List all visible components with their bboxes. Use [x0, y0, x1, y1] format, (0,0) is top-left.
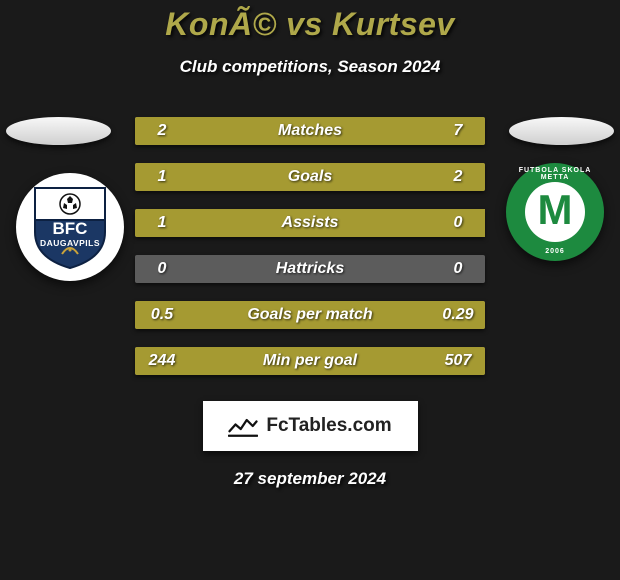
stat-right-value: 0	[431, 214, 485, 232]
stat-right-value: 0.29	[431, 306, 485, 324]
metta-inner-circle: M	[525, 182, 585, 242]
subtitle: Club competitions, Season 2024	[0, 57, 620, 77]
stat-left-value: 0	[135, 260, 189, 278]
stat-right-value: 7	[431, 122, 485, 140]
stat-row: 1Assists0	[135, 209, 485, 237]
stat-label: Goals per match	[189, 306, 431, 324]
stat-right-value: 2	[431, 168, 485, 186]
stat-right-value: 0	[431, 260, 485, 278]
stat-label: Min per goal	[189, 352, 431, 370]
stat-left-value: 0.5	[135, 306, 189, 324]
ring-text-top: FUTBOLA SKOLA METTA	[506, 167, 604, 181]
page-title: KonÃ© vs Kurtsev	[0, 6, 620, 43]
stat-label: Hattricks	[189, 260, 431, 278]
team-badge-left: BFC DAUGAVPILS	[16, 173, 124, 281]
player-right-oval	[509, 117, 614, 145]
stat-left-value: 1	[135, 214, 189, 232]
shield-icon: BFC DAUGAVPILS	[31, 184, 109, 270]
metta-m-icon: M	[538, 186, 573, 234]
team-badge-right: FUTBOLA SKOLA METTA M 2006	[506, 163, 604, 261]
stat-row: 2Matches7	[135, 117, 485, 145]
stat-left-value: 1	[135, 168, 189, 186]
player-left-oval	[6, 117, 111, 145]
stat-left-value: 2	[135, 122, 189, 140]
stat-label: Matches	[189, 122, 431, 140]
stats-column: 2Matches71Goals21Assists00Hattricks00.5G…	[135, 117, 485, 393]
stat-right-value: 507	[431, 352, 485, 370]
date-line: 27 september 2024	[0, 469, 620, 489]
svg-text:BFC: BFC	[53, 219, 88, 238]
ring-text-bottom: 2006	[506, 248, 604, 255]
svg-text:DAUGAVPILS: DAUGAVPILS	[40, 238, 100, 248]
comparison-area: BFC DAUGAVPILS FUTBOLA SKOLA METTA M 200…	[0, 117, 620, 387]
fctables-logo-icon	[228, 413, 258, 439]
footer-brand-text: FcTables.com	[266, 415, 391, 437]
stat-row: 0Hattricks0	[135, 255, 485, 283]
footer-brand-badge[interactable]: FcTables.com	[203, 401, 418, 451]
stat-left-value: 244	[135, 352, 189, 370]
stat-label: Goals	[189, 168, 431, 186]
stat-row: 0.5Goals per match0.29	[135, 301, 485, 329]
stat-row: 1Goals2	[135, 163, 485, 191]
stat-row: 244Min per goal507	[135, 347, 485, 375]
stat-label: Assists	[189, 214, 431, 232]
